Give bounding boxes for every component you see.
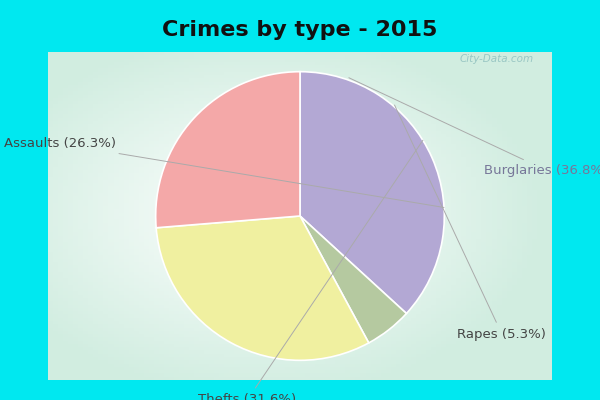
Wedge shape (300, 216, 406, 343)
Text: Rapes (5.3%): Rapes (5.3%) (395, 105, 547, 340)
Wedge shape (300, 72, 445, 314)
Wedge shape (156, 216, 369, 360)
Text: Burglaries (36.8%): Burglaries (36.8%) (349, 78, 600, 176)
Wedge shape (155, 72, 300, 228)
Text: Crimes by type - 2015: Crimes by type - 2015 (163, 20, 437, 40)
Text: Thefts (31.6%): Thefts (31.6%) (199, 140, 423, 400)
Text: Assaults (26.3%): Assaults (26.3%) (4, 137, 444, 208)
Text: City-Data.com: City-Data.com (460, 54, 534, 64)
